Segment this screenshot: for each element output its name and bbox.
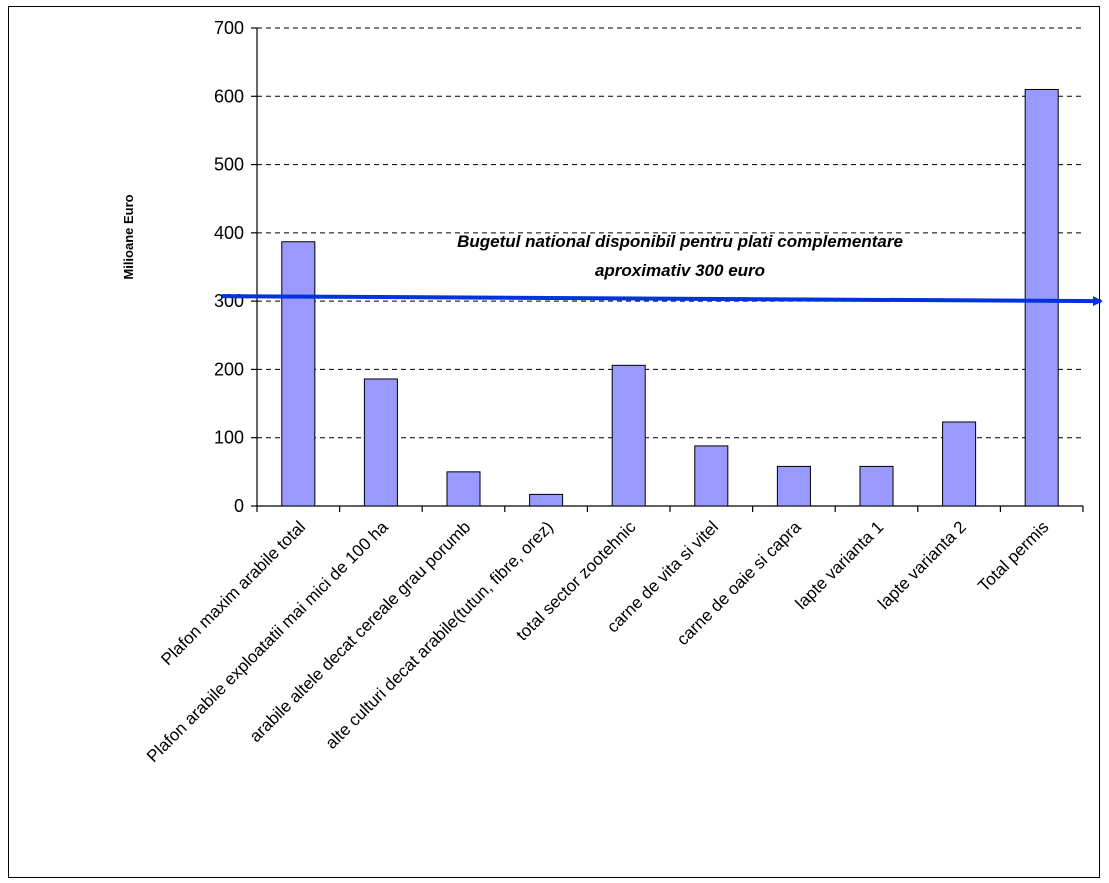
bar [1024, 88, 1059, 507]
y-tick-label: 400 [214, 223, 244, 243]
reference-line [221, 294, 1103, 307]
x-category-label: lapte varianta 2 [874, 517, 970, 613]
y-tick-labels: 0 100 200 300 400 500 600 700 [214, 18, 244, 516]
bar [446, 471, 481, 507]
bar [281, 241, 316, 507]
y-tick-label: 100 [214, 428, 244, 448]
chart-frame [8, 6, 1100, 878]
x-category-label: Total permis [974, 517, 1052, 595]
bar [363, 378, 398, 507]
reference-line-sublabel: aproximativ 300 euro [595, 261, 765, 280]
bar [859, 465, 894, 507]
x-category-label: lapte varianta 1 [792, 517, 888, 613]
y-tick-label: 0 [234, 496, 244, 516]
y-tick-label: 300 [214, 291, 244, 311]
y-tick-label: 600 [214, 86, 244, 106]
bars [281, 88, 1059, 507]
bar [942, 421, 977, 507]
bar [776, 465, 811, 507]
y-tick-label: 700 [214, 18, 244, 38]
bar [694, 445, 729, 507]
reference-line-label: Bugetul national disponibil pentru plati… [457, 232, 903, 251]
bar [529, 493, 564, 507]
y-axis-label: Milioane Euro [121, 194, 136, 279]
x-category-label: Plafon maxim arabile total [157, 517, 309, 669]
bar [611, 364, 646, 507]
y-tick-label: 500 [214, 155, 244, 175]
y-tick-label: 200 [214, 359, 244, 379]
